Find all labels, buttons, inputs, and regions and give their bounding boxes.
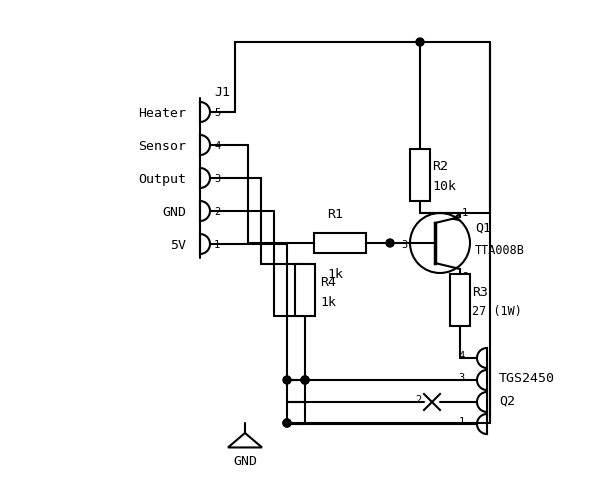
Circle shape (283, 376, 291, 384)
Circle shape (301, 376, 309, 384)
Text: 3: 3 (402, 240, 408, 250)
Text: Heater: Heater (138, 106, 186, 119)
Text: Q1: Q1 (475, 222, 491, 235)
Text: 1: 1 (214, 240, 220, 250)
Text: 10k: 10k (432, 181, 456, 194)
Bar (295, 264, 315, 316)
Circle shape (301, 376, 309, 384)
Text: 4: 4 (214, 141, 220, 151)
Text: 27 (1W): 27 (1W) (472, 305, 522, 318)
Text: 2: 2 (214, 207, 220, 217)
Text: 5: 5 (214, 108, 220, 118)
Circle shape (283, 419, 291, 427)
Text: 1: 1 (459, 417, 465, 427)
Text: R4: R4 (320, 275, 336, 288)
Circle shape (386, 239, 394, 247)
Bar (314, 233, 366, 253)
Bar (450, 274, 470, 326)
Text: GND: GND (233, 455, 257, 468)
Text: R1: R1 (327, 208, 343, 221)
Text: TGS2450: TGS2450 (499, 372, 555, 386)
Text: 4: 4 (459, 351, 465, 361)
Text: 1: 1 (462, 208, 468, 218)
Text: 2: 2 (462, 272, 468, 282)
Circle shape (283, 419, 291, 427)
Text: Q2: Q2 (499, 395, 515, 408)
Circle shape (416, 38, 424, 46)
Text: 3: 3 (459, 373, 465, 383)
Text: TTA008B: TTA008B (475, 244, 525, 256)
Text: 1k: 1k (320, 295, 336, 308)
Text: 2: 2 (416, 395, 422, 405)
Text: R2: R2 (432, 161, 448, 174)
Text: R3: R3 (472, 285, 488, 298)
Text: 1k: 1k (327, 268, 343, 281)
Bar (410, 149, 430, 201)
Text: 3: 3 (214, 174, 220, 184)
Text: Output: Output (138, 173, 186, 186)
Text: GND: GND (162, 206, 186, 219)
Text: 5V: 5V (170, 239, 186, 251)
Text: J1: J1 (214, 85, 230, 98)
Text: Sensor: Sensor (138, 140, 186, 153)
